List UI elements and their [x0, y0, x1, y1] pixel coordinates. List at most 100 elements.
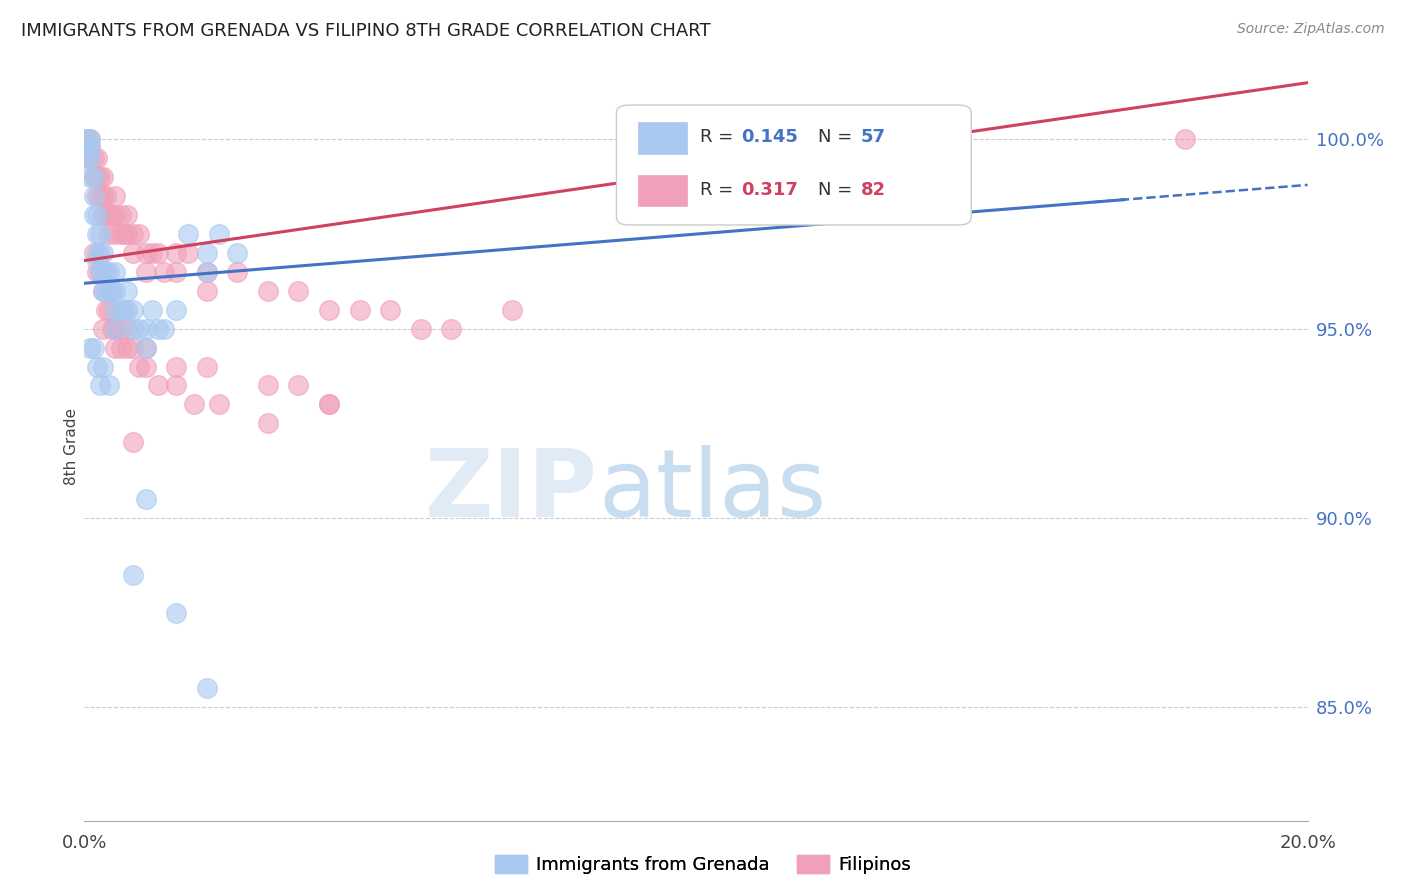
Point	[94, 265, 117, 279]
Point	[86, 152, 108, 166]
Point	[141, 246, 163, 260]
Point	[165, 302, 187, 317]
Point	[83, 152, 105, 166]
Point	[153, 265, 176, 279]
Point	[89, 227, 111, 241]
Point	[122, 246, 145, 260]
Point	[183, 397, 205, 411]
Point	[110, 302, 132, 317]
Point	[86, 265, 108, 279]
Point	[97, 227, 120, 241]
Point	[226, 246, 249, 260]
Point	[122, 302, 145, 317]
Point	[89, 246, 111, 260]
Point	[112, 302, 135, 317]
Point	[97, 265, 120, 279]
Point	[287, 378, 309, 392]
Point	[177, 246, 200, 260]
Point	[153, 321, 176, 335]
Point	[135, 246, 157, 260]
Point	[94, 284, 117, 298]
Point	[122, 435, 145, 450]
Point	[91, 359, 114, 374]
Point	[141, 302, 163, 317]
Point	[79, 170, 101, 185]
Point	[380, 302, 402, 317]
Point	[86, 253, 108, 268]
Point	[122, 321, 145, 335]
Point	[79, 341, 101, 355]
Point	[115, 321, 138, 335]
Point	[104, 302, 127, 317]
Point	[91, 321, 114, 335]
Point	[91, 246, 114, 260]
Point	[104, 265, 127, 279]
Point	[195, 246, 218, 260]
Point	[86, 359, 108, 374]
Point	[83, 170, 105, 185]
Point	[97, 302, 120, 317]
Point	[101, 321, 124, 335]
Point	[101, 284, 124, 298]
Point	[91, 170, 114, 185]
Point	[318, 397, 340, 411]
Point	[146, 378, 169, 392]
Text: 0.145: 0.145	[741, 128, 799, 146]
Point	[83, 170, 105, 185]
Point	[89, 265, 111, 279]
Text: 57: 57	[860, 128, 886, 146]
Point	[79, 152, 101, 166]
Point	[318, 302, 340, 317]
Point	[226, 265, 249, 279]
Point	[135, 341, 157, 355]
Text: 82: 82	[860, 181, 886, 199]
Point	[1174, 132, 1197, 146]
Point	[122, 567, 145, 582]
FancyBboxPatch shape	[638, 122, 688, 153]
Point	[97, 208, 120, 222]
Point	[165, 246, 187, 260]
Point	[409, 321, 432, 335]
Point	[349, 302, 371, 317]
Point	[104, 189, 127, 203]
Point	[208, 397, 231, 411]
Point	[257, 284, 280, 298]
Point	[122, 341, 145, 355]
Point	[97, 284, 120, 298]
Text: N =: N =	[818, 128, 858, 146]
Point	[257, 378, 280, 392]
Point	[104, 321, 127, 335]
Point	[165, 606, 187, 620]
Point	[502, 302, 524, 317]
Legend: Immigrants from Grenada, Filipinos: Immigrants from Grenada, Filipinos	[495, 855, 911, 874]
Point	[195, 265, 218, 279]
Point	[115, 284, 138, 298]
Text: R =: R =	[700, 128, 738, 146]
Point	[91, 284, 114, 298]
Text: atlas: atlas	[598, 445, 827, 537]
Point	[177, 227, 200, 241]
Point	[104, 321, 127, 335]
Point	[110, 321, 132, 335]
Point	[135, 265, 157, 279]
Point	[79, 140, 101, 154]
Y-axis label: 8th Grade: 8th Grade	[63, 408, 79, 484]
Point	[94, 189, 117, 203]
Text: IMMIGRANTS FROM GRENADA VS FILIPINO 8TH GRADE CORRELATION CHART: IMMIGRANTS FROM GRENADA VS FILIPINO 8TH …	[21, 22, 710, 40]
Point	[195, 359, 218, 374]
Point	[97, 378, 120, 392]
Point	[91, 265, 114, 279]
Point	[83, 189, 105, 203]
Point	[83, 208, 105, 222]
Text: 0.317: 0.317	[741, 181, 799, 199]
Point	[195, 681, 218, 696]
Point	[165, 359, 187, 374]
Point	[86, 208, 108, 222]
Point	[135, 341, 157, 355]
Point	[115, 302, 138, 317]
Point	[89, 170, 111, 185]
Point	[257, 417, 280, 431]
Point	[287, 284, 309, 298]
Point	[86, 170, 108, 185]
Point	[122, 227, 145, 241]
